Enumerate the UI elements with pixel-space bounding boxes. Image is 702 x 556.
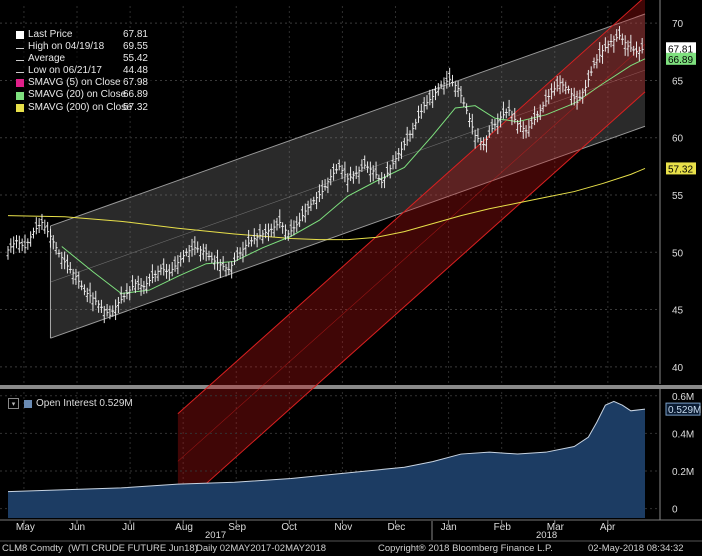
y-tick-label: 65 — [672, 76, 684, 87]
legend-label: High on 04/19/18 — [28, 41, 105, 53]
legend-swatch — [16, 91, 24, 100]
red-channel-upper — [177, 0, 643, 415]
sma200-line — [7, 167, 646, 241]
legend-row: SMAVG (20) on Close 66.89 — [16, 89, 148, 101]
legend-value: 57.32 — [122, 101, 148, 113]
security-description: (WTI CRUDE FUTURE Jun18) — [68, 543, 198, 554]
red-channel-fill — [177, 0, 645, 509]
legend-row: High on 04/19/18 69.55 — [16, 41, 148, 53]
y-tick-label: 45 — [672, 306, 684, 317]
value-badge-label: 66.89 — [668, 55, 693, 66]
legend-label: SMAVG (200) on Close — [28, 101, 132, 113]
oi-tick-label: 0.4M — [672, 429, 694, 440]
value-badge — [666, 42, 696, 55]
oi-tick-label: 0.6M — [672, 392, 694, 403]
year-label-2017: 2017 — [205, 530, 227, 541]
legend-value: 67.98 — [122, 77, 148, 89]
legend-value: 69.55 — [122, 41, 148, 53]
x-tick-label: Nov — [334, 522, 352, 533]
grey-channel-lower — [50, 125, 646, 339]
oi-line — [7, 400, 646, 493]
x-tick-label: Apr — [600, 522, 616, 533]
copyright-text: Copyright® 2018 Bloomberg Finance L.P. — [378, 543, 553, 554]
legend-value: 66.89 — [122, 89, 148, 101]
legend-row: Last Price 67.81 — [16, 29, 148, 41]
price-series — [6, 26, 644, 324]
x-tick-label: May — [16, 522, 35, 533]
legend-swatch — [16, 31, 24, 40]
legend-swatch — [16, 79, 24, 88]
red-channel-lower — [177, 91, 646, 510]
oi-tick-label: 0 — [672, 505, 678, 516]
legend-label: Low on 06/21/17 — [28, 65, 102, 77]
legend-row: SMAVG (5) on Close 67.98 — [16, 77, 148, 89]
legend-swatch — [16, 60, 24, 62]
x-tick-label: Jun — [69, 522, 85, 533]
legend-value: 55.42 — [122, 53, 148, 65]
legend-swatch — [16, 72, 24, 74]
x-tick-label: Sep — [228, 522, 246, 533]
y-tick-label: 40 — [672, 363, 684, 374]
chart-legend: Last Price 67.81 High on 04/19/18 69.55 Aver… — [12, 28, 152, 116]
open-interest-panel: 0 0.2M 0.4M 0.6M 0.529M — [0, 389, 701, 520]
legend-label: Average — [28, 53, 66, 65]
x-tick-label: Feb — [494, 522, 512, 533]
oi-legend: ▾ Open Interest 0.529M — [8, 398, 133, 409]
red-channel-mid — [177, 44, 646, 462]
timestamp: 02-May-2018 08:34:32 — [588, 543, 684, 554]
oi-swatch — [24, 399, 32, 408]
oi-tick-label: 0.2M — [672, 467, 694, 478]
x-tick-label: Aug — [175, 522, 193, 533]
value-badge — [666, 52, 696, 65]
x-tick-label: Jan — [441, 522, 457, 533]
legend-swatch — [16, 103, 24, 112]
x-tick-label: Jul — [122, 522, 135, 533]
legend-label: SMAVG (20) on Close — [28, 89, 127, 101]
time-axis: May Jun Jul Aug Sep Oct Nov Dec Jan Feb Mar Apr — [0, 519, 702, 542]
oi-value-badge — [665, 402, 701, 416]
y-tick-label: 70 — [672, 19, 684, 30]
legend-label: SMAVG (5) on Close — [28, 77, 121, 89]
year-label-2018: 2018 — [536, 530, 558, 541]
oi-label: Open Interest 0.529M — [36, 398, 133, 409]
value-badge — [666, 162, 696, 175]
oi-value-badge-label: 0.529M — [668, 405, 701, 416]
legend-row: Average 55.42 — [16, 53, 148, 65]
x-tick-label: Mar — [547, 522, 565, 533]
y-tick-label: 50 — [672, 248, 684, 259]
y-tick-label: 55 — [672, 191, 684, 202]
legend-label: Last Price — [28, 29, 73, 40]
value-badge-label: 67.81 — [668, 44, 693, 55]
x-tick-label: Oct — [281, 522, 297, 533]
value-badge-label: 57.32 — [668, 164, 693, 175]
legend-row: SMAVG (200) on Close 57.32 — [16, 102, 148, 114]
legend-value: 44.48 — [122, 65, 148, 77]
collapse-icon[interactable]: ▾ — [8, 398, 19, 409]
legend-row: Low on 06/21/17 44.48 — [16, 65, 148, 77]
price-lines — [7, 58, 646, 295]
x-tick-label: Dec — [388, 522, 406, 533]
y-tick-label: 60 — [672, 134, 684, 145]
date-range: Daily 02MAY2017-02MAY2018 — [196, 543, 327, 554]
legend-swatch — [16, 48, 24, 50]
grey-channel-upper — [50, 13, 646, 227]
oi-area-fill — [8, 401, 645, 518]
security-code: CLM8 Comdty — [2, 543, 63, 554]
sma20-line — [61, 58, 646, 295]
panel-divider — [0, 385, 702, 389]
legend-value: 67.81 — [122, 29, 148, 40]
